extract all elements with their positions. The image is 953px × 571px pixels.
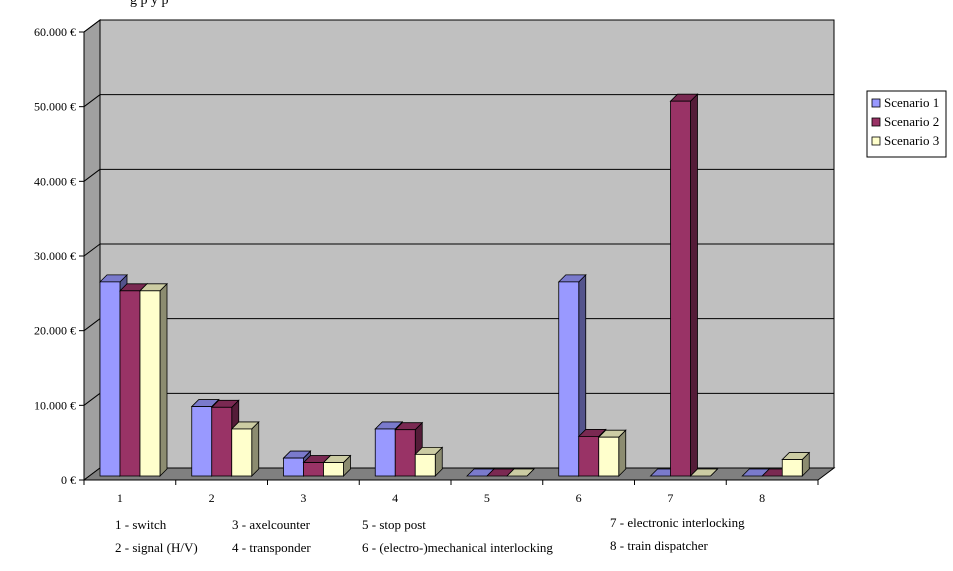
x-tick-label: 2 <box>209 491 215 505</box>
y-tick-label: 0 € <box>61 473 76 487</box>
bar <box>597 429 627 477</box>
legend-label: Scenario 3 <box>884 133 939 148</box>
bar-front <box>119 290 141 477</box>
bar-front <box>231 428 253 477</box>
bar <box>557 273 587 477</box>
legend-label: Scenario 2 <box>884 114 939 129</box>
bar <box>669 93 699 477</box>
note-stop-post: 5 - stop post <box>362 517 426 532</box>
gridline-side <box>83 94 101 108</box>
note-axelcounter: 3 - axelcounter <box>232 517 310 532</box>
bar-front <box>558 281 580 477</box>
bar-front <box>374 428 396 477</box>
bar-front <box>578 436 600 477</box>
x-tick-label: 1 <box>117 491 123 505</box>
bar <box>230 420 260 477</box>
x-tick-label: 3 <box>300 491 306 505</box>
bar-front <box>191 406 213 477</box>
y-tick-label: 20.000 € <box>34 324 76 338</box>
gridline-side <box>83 243 101 257</box>
note-mechanical-interlocking: 6 - (electro-)mechanical interlocking <box>362 540 553 555</box>
note-switch: 1 - switch <box>115 517 167 532</box>
legend-swatch <box>871 136 881 146</box>
y-tick-label: 30.000 € <box>34 249 76 263</box>
y-tick-label: 50.000 € <box>34 100 76 114</box>
legend-swatch <box>871 117 881 127</box>
bar-front <box>283 457 304 477</box>
legend-label: Scenario 1 <box>884 95 939 110</box>
gridline-side <box>83 168 101 182</box>
bar-front <box>99 281 121 477</box>
gridline-side <box>83 318 101 332</box>
x-tick-label: 5 <box>484 491 490 505</box>
bar-front <box>303 462 324 477</box>
chart-legend: Scenario 1 Scenario 2 Scenario 3 <box>866 90 947 158</box>
bar-top <box>689 468 719 477</box>
bar-front <box>598 436 620 477</box>
note-train-dispatcher: 8 - train dispatcher <box>610 538 708 553</box>
bar <box>781 451 811 477</box>
bar-front <box>211 406 233 477</box>
gridline-side <box>83 392 101 406</box>
bar <box>689 468 719 477</box>
bar-front <box>670 100 691 477</box>
x-tick-label: 7 <box>667 491 673 505</box>
x-tick-label: 4 <box>392 491 398 505</box>
x-tick-label: 6 <box>576 491 582 505</box>
bar-front <box>394 429 416 477</box>
bar-side <box>618 429 627 477</box>
bar-side <box>251 420 260 477</box>
gridline-side <box>83 19 101 33</box>
chart-title-fragment: g p y p <box>130 0 169 8</box>
bar-side <box>159 282 168 477</box>
bar <box>139 282 168 477</box>
bar <box>414 446 444 477</box>
y-tick-label: 10.000 € <box>34 398 76 412</box>
bar-front <box>323 462 344 477</box>
note-electronic-interlocking: 7 - electronic interlocking <box>610 515 745 530</box>
legend-swatch <box>871 98 881 108</box>
bar-front <box>781 459 803 477</box>
bar <box>322 454 352 477</box>
x-tick-label: 8 <box>759 491 765 505</box>
bar-front <box>414 453 436 477</box>
bar-front <box>139 290 161 477</box>
note-transponder: 4 - transponder <box>232 540 311 555</box>
y-tick-label: 40.000 € <box>34 174 76 188</box>
bar <box>506 468 535 477</box>
bar-top <box>506 468 535 477</box>
note-signal: 2 - signal (H/V) <box>115 540 198 555</box>
y-tick-label: 60.000 € <box>34 25 76 39</box>
bar-side <box>690 93 698 477</box>
